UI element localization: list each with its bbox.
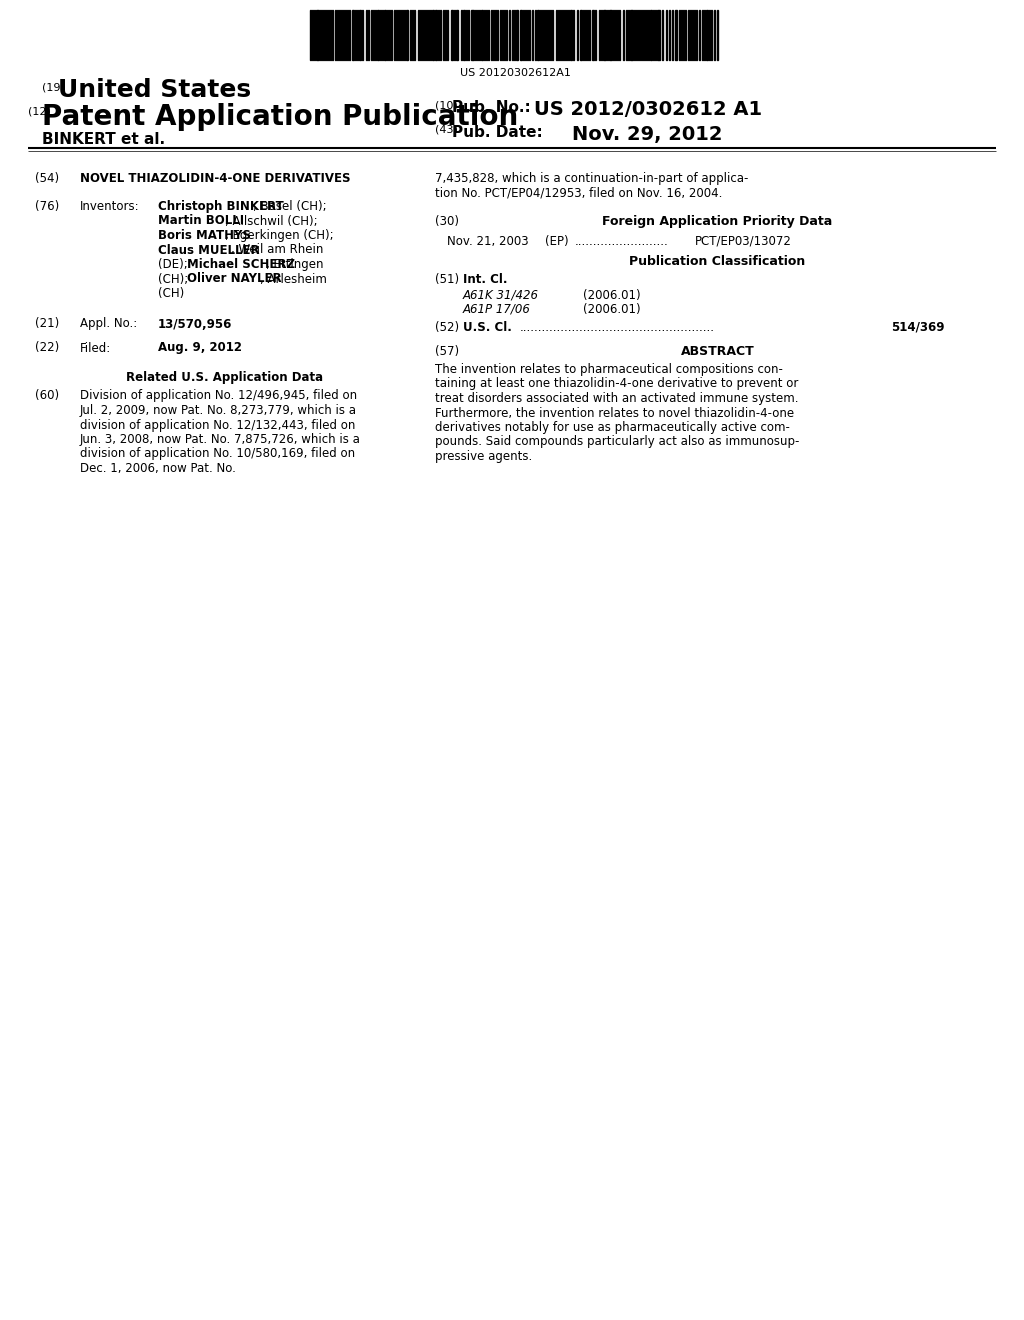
Bar [456, 11, 458, 59]
Bar [435, 11, 437, 59]
Text: pressive agents.: pressive agents. [435, 450, 532, 463]
Text: The invention relates to pharmaceutical compositions con-: The invention relates to pharmaceutical … [435, 363, 783, 376]
Text: (CH);: (CH); [158, 272, 193, 285]
Text: NOVEL THIAZOLIDIN-4-ONE DERIVATIVES: NOVEL THIAZOLIDIN-4-ONE DERIVATIVES [80, 172, 350, 185]
Text: , Allschwil (CH);: , Allschwil (CH); [225, 214, 317, 227]
Text: , Arlesheim: , Arlesheim [260, 272, 327, 285]
Text: (57): (57) [435, 345, 459, 358]
Bar [516, 11, 518, 59]
Text: Oliver NAYLER: Oliver NAYLER [187, 272, 282, 285]
Bar [657, 11, 660, 59]
Text: (19): (19) [42, 82, 65, 92]
Text: Related U.S. Application Data: Related U.S. Application Data [126, 371, 324, 384]
Text: Int. Cl.: Int. Cl. [463, 273, 508, 286]
Bar [580, 11, 582, 59]
Text: Appl. No.:: Appl. No.: [80, 318, 137, 330]
Text: Michael SCHERZ: Michael SCHERZ [187, 257, 295, 271]
Bar [706, 11, 708, 59]
Text: (21): (21) [35, 318, 59, 330]
Text: ....................................................: ........................................… [520, 321, 715, 334]
Text: (22): (22) [35, 342, 59, 355]
Text: Pub. Date:: Pub. Date: [452, 125, 543, 140]
Bar [675, 11, 677, 59]
Bar [650, 11, 652, 59]
Text: Nov. 21, 2003: Nov. 21, 2003 [447, 235, 528, 248]
Text: Furthermore, the invention relates to novel thiazolidin-4-one: Furthermore, the invention relates to no… [435, 407, 795, 420]
Bar [463, 11, 465, 59]
Bar [603, 11, 606, 59]
Text: (43): (43) [435, 125, 458, 135]
Text: Dec. 1, 2006, now Pat. No.: Dec. 1, 2006, now Pat. No. [80, 462, 236, 475]
Text: 7,435,828, which is a continuation-in-part of applica-: 7,435,828, which is a continuation-in-pa… [435, 172, 749, 185]
Text: Patent Application Publication: Patent Application Publication [42, 103, 518, 131]
Text: .........................: ......................... [575, 235, 669, 248]
Text: (12): (12) [28, 106, 51, 116]
Bar [520, 11, 522, 59]
Text: Foreign Application Priority Data: Foreign Application Priority Data [602, 215, 833, 228]
Text: (2006.01): (2006.01) [583, 304, 641, 315]
Text: Martin BOLLI: Martin BOLLI [158, 214, 244, 227]
Text: U.S. Cl.: U.S. Cl. [463, 321, 512, 334]
Bar [316, 11, 319, 59]
Text: United States: United States [58, 78, 251, 102]
Text: ABSTRACT: ABSTRACT [681, 345, 755, 358]
Text: Publication Classification: Publication Classification [630, 255, 806, 268]
Bar [406, 11, 408, 59]
Text: division of application No. 12/132,443, filed on: division of application No. 12/132,443, … [80, 418, 355, 432]
Text: 514/369: 514/369 [892, 321, 945, 334]
Text: division of application No. 10/580,169, filed on: division of application No. 10/580,169, … [80, 447, 355, 461]
Bar [451, 11, 453, 59]
Bar [471, 11, 474, 59]
Text: , Weil am Rhein: , Weil am Rhein [230, 243, 324, 256]
Text: , Ettingen: , Ettingen [266, 257, 324, 271]
Text: Jun. 3, 2008, now Pat. No. 7,875,726, which is a: Jun. 3, 2008, now Pat. No. 7,875,726, wh… [80, 433, 360, 446]
Text: BINKERT et al.: BINKERT et al. [42, 132, 165, 147]
Text: Christoph BINKERT: Christoph BINKERT [158, 201, 284, 213]
Text: derivatives notably for use as pharmaceutically active com-: derivatives notably for use as pharmaceu… [435, 421, 790, 434]
Text: (DE);: (DE); [158, 257, 191, 271]
Text: , Basel (CH);: , Basel (CH); [253, 201, 327, 213]
Text: (30): (30) [435, 215, 459, 228]
Text: taining at least one thiazolidin-4-one derivative to prevent or: taining at least one thiazolidin-4-one d… [435, 378, 799, 391]
Bar [570, 11, 572, 59]
Text: US 2012/0302612 A1: US 2012/0302612 A1 [534, 100, 762, 119]
Text: (EP): (EP) [545, 235, 568, 248]
Text: (CH): (CH) [158, 286, 184, 300]
Bar [359, 11, 361, 59]
Text: Inventors:: Inventors: [80, 201, 139, 213]
Bar [481, 11, 483, 59]
Text: Aug. 9, 2012: Aug. 9, 2012 [158, 342, 242, 355]
Text: (2006.01): (2006.01) [583, 289, 641, 302]
Text: Claus MUELLER: Claus MUELLER [158, 243, 260, 256]
Text: (10): (10) [435, 100, 458, 110]
Text: Division of application No. 12/496,945, filed on: Division of application No. 12/496,945, … [80, 389, 357, 403]
Bar [592, 11, 594, 59]
Text: US 20120302612A1: US 20120302612A1 [460, 69, 570, 78]
Text: (54): (54) [35, 172, 59, 185]
Text: , Egerkingen (CH);: , Egerkingen (CH); [225, 228, 334, 242]
Bar [609, 11, 612, 59]
Bar [630, 11, 633, 59]
Text: Jul. 2, 2009, now Pat. No. 8,273,779, which is a: Jul. 2, 2009, now Pat. No. 8,273,779, wh… [80, 404, 357, 417]
Bar [377, 11, 379, 59]
Text: Filed:: Filed: [80, 342, 112, 355]
Text: 13/570,956: 13/570,956 [158, 318, 232, 330]
Text: PCT/EP03/13072: PCT/EP03/13072 [695, 235, 792, 248]
Text: (52): (52) [435, 321, 459, 334]
Text: Boris MATHYS: Boris MATHYS [158, 228, 251, 242]
Text: (60): (60) [35, 389, 59, 403]
Text: tion No. PCT/EP04/12953, filed on Nov. 16, 2004.: tion No. PCT/EP04/12953, filed on Nov. 1… [435, 186, 722, 199]
Text: A61P 17/06: A61P 17/06 [463, 304, 530, 315]
Text: Nov. 29, 2012: Nov. 29, 2012 [572, 125, 723, 144]
Bar [432, 11, 434, 59]
Text: (76): (76) [35, 201, 59, 213]
Text: pounds. Said compounds particularly act also as immunosup-: pounds. Said compounds particularly act … [435, 436, 800, 449]
Bar [384, 11, 386, 59]
Text: (51): (51) [435, 273, 459, 286]
Text: Pub. No.:: Pub. No.: [452, 100, 530, 115]
Bar [537, 11, 539, 59]
Text: treat disorders associated with an activated immune system.: treat disorders associated with an activ… [435, 392, 799, 405]
Bar [352, 11, 354, 59]
Text: A61K 31/426: A61K 31/426 [463, 289, 539, 302]
